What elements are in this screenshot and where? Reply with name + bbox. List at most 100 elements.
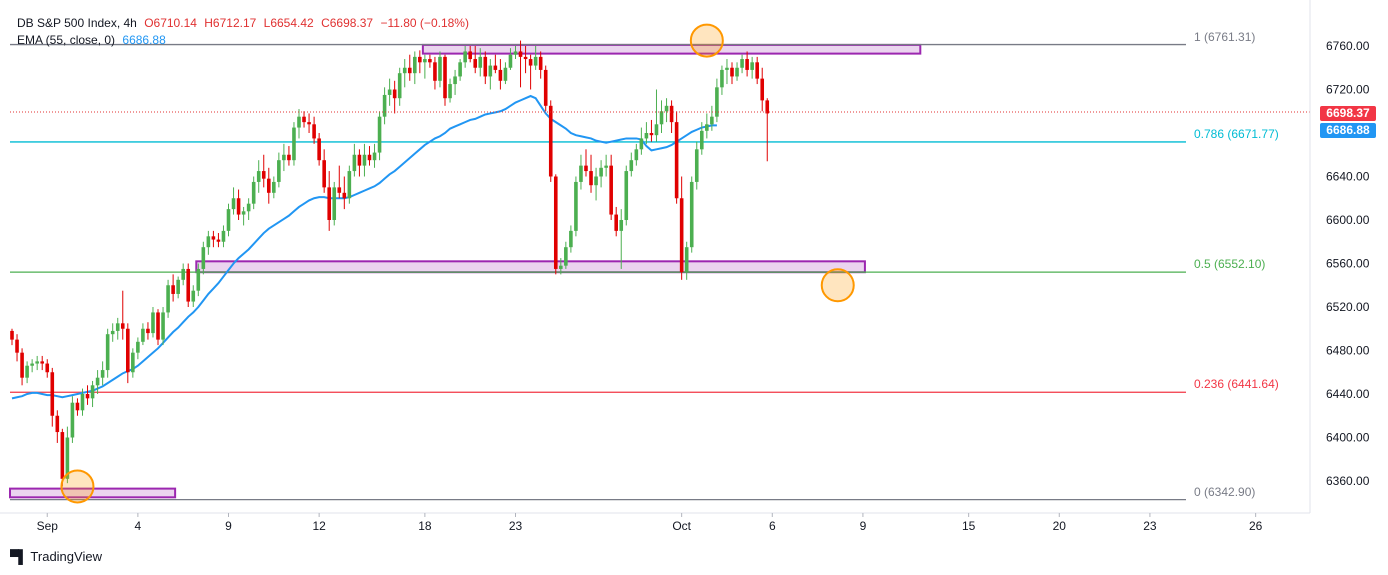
y-tick-label: 6440.00 — [1326, 387, 1370, 401]
candle-body — [85, 394, 90, 399]
candle-body — [659, 111, 664, 125]
candle-body — [498, 69, 503, 81]
candle-body — [503, 67, 508, 81]
zone-rect — [195, 260, 866, 274]
candle-body — [347, 171, 352, 199]
candle-body — [221, 230, 226, 242]
candle-body — [171, 285, 175, 294]
y-tick-label: 6720.00 — [1326, 83, 1370, 97]
candle-body — [664, 105, 669, 112]
candle-body — [523, 56, 528, 60]
candle-body — [599, 167, 603, 177]
symbol-title: DB S&P 500 Index, 4h — [17, 16, 137, 30]
candle-body — [75, 402, 80, 411]
change-value: −11.80 (−0.18%) — [380, 16, 469, 30]
brand-text: TradingView — [30, 549, 102, 564]
candle-body — [438, 56, 442, 81]
x-tick-label: 18 — [418, 519, 432, 533]
support-resistance-zones — [9, 43, 922, 499]
candle-body — [428, 59, 432, 63]
candle-body — [100, 370, 105, 378]
candle-body — [115, 323, 120, 331]
candle-body — [402, 67, 407, 74]
candle-body — [312, 124, 316, 139]
candle-body — [277, 160, 281, 182]
candle-body — [302, 116, 306, 123]
fib-label: 0.786 (6671.77) — [1194, 126, 1279, 141]
candle-body — [382, 94, 387, 117]
candle-body — [453, 76, 457, 85]
candle-body — [367, 154, 372, 161]
x-tick-label: 9 — [860, 519, 867, 533]
candle-body — [166, 285, 170, 313]
low-value: L6654.42 — [263, 16, 314, 30]
candle-body — [679, 198, 684, 273]
candle-body — [317, 138, 321, 161]
candle-body — [266, 178, 271, 193]
candle-body — [528, 59, 533, 66]
candle-body — [553, 176, 558, 269]
y-tick-label: 6400.00 — [1326, 431, 1370, 445]
candle-body — [387, 89, 392, 95]
candle-body — [40, 361, 45, 364]
candle-body — [715, 87, 719, 117]
candle-body — [196, 268, 201, 291]
candle-body — [377, 116, 382, 153]
candle-body — [569, 230, 573, 248]
candle-body — [141, 328, 145, 342]
y-tick-label: 6360.00 — [1326, 474, 1370, 488]
candle-body — [272, 181, 276, 193]
candle-body — [448, 84, 452, 99]
candle-body — [251, 181, 256, 204]
candle-body — [720, 69, 724, 88]
candle-body — [241, 211, 246, 215]
x-tick-label: 12 — [312, 519, 326, 533]
candle-body — [619, 220, 624, 231]
open-value: O6710.14 — [144, 16, 197, 30]
candle-body — [564, 247, 568, 266]
last-price-tag: 6698.37 — [1320, 106, 1376, 121]
tradingview-brand[interactable]: ▀▌ TradingView — [10, 549, 102, 564]
candle-body — [126, 328, 130, 373]
candle-body — [246, 203, 251, 212]
candle-body — [120, 323, 125, 329]
candle-body — [327, 187, 332, 220]
candle-body — [458, 62, 462, 77]
x-tick-label: Oct — [672, 519, 691, 533]
candle-body — [287, 154, 291, 161]
candle-body — [413, 56, 417, 74]
candle-body — [151, 312, 155, 334]
close-value: C6698.37 — [321, 16, 374, 30]
ohlc-legend: DB S&P 500 Index, 4h O6710.14 H6712.17 L… — [17, 16, 473, 30]
candle-body — [760, 78, 765, 101]
x-tick-label: 15 — [962, 519, 976, 533]
candle-body — [201, 247, 206, 269]
candle-body — [30, 363, 34, 366]
candle-body — [211, 236, 216, 240]
highlight-circle — [820, 268, 855, 303]
candle-body — [689, 181, 694, 248]
candle-body — [740, 59, 744, 68]
fib-label: 0.5 (6552.10) — [1194, 257, 1266, 272]
candle-body — [765, 100, 770, 114]
candle-body — [236, 198, 241, 215]
candle-body — [35, 361, 39, 364]
y-tick-label: 6640.00 — [1326, 170, 1370, 184]
candle-body — [45, 363, 50, 373]
candle-body — [433, 62, 437, 81]
candle-body — [216, 239, 221, 242]
candle-body — [261, 171, 266, 179]
candle-body — [654, 124, 659, 136]
candle-body — [407, 67, 412, 74]
highlight-circle — [60, 469, 95, 504]
time-axis: Sep 4 9 12 18 23 Oct 6 9 15 20 23 26 — [37, 513, 1263, 533]
candle-body — [226, 209, 231, 231]
tradingview-logo-icon: ▀▌ — [10, 549, 27, 564]
candle-body — [538, 56, 543, 70]
candle-body — [468, 51, 472, 60]
y-tick-label: 6760.00 — [1326, 39, 1370, 53]
candle-body — [136, 341, 140, 353]
candle-body — [730, 67, 734, 77]
candle-body — [357, 154, 362, 166]
